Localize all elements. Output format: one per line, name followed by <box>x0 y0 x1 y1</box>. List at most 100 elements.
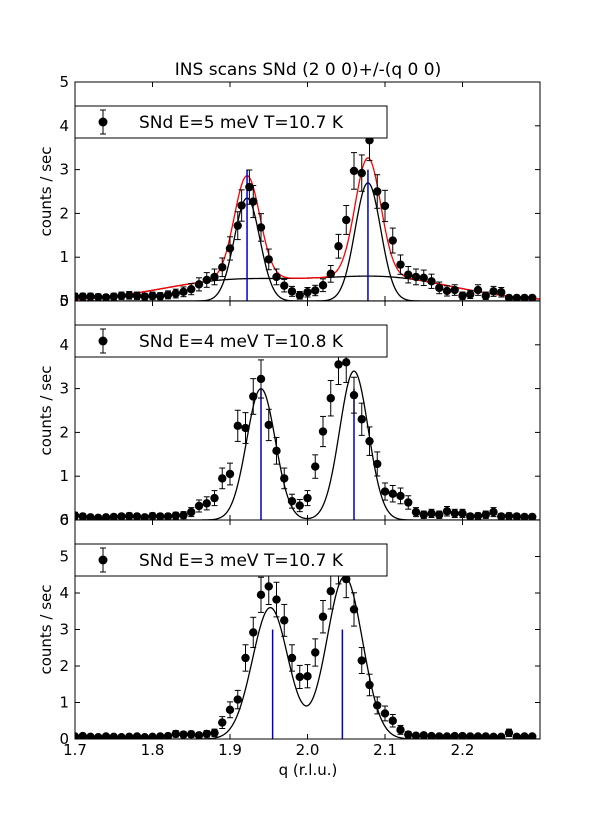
data-point <box>218 716 227 730</box>
data-point <box>249 378 258 415</box>
data-marker <box>75 511 80 520</box>
data-marker <box>466 732 475 739</box>
x-tick-label: 1.9 <box>218 741 242 759</box>
data-point <box>117 732 126 739</box>
x-axis-label: q (r.l.u.) <box>279 761 338 779</box>
data-point <box>163 290 173 300</box>
legend-label: SNd E=5 meV T=10.7 K <box>139 113 344 133</box>
data-marker <box>411 731 421 739</box>
data-marker <box>388 236 397 245</box>
data-marker <box>94 513 103 520</box>
legend-marker <box>98 555 108 565</box>
data-point <box>357 647 366 675</box>
data-point <box>218 467 227 490</box>
data-marker <box>303 493 312 503</box>
data-marker <box>311 462 320 471</box>
data-point <box>295 664 304 689</box>
data-marker <box>342 358 351 367</box>
data-point <box>287 493 297 509</box>
data-point <box>101 513 111 520</box>
x-tick-label: 2.0 <box>296 741 320 759</box>
data-point <box>171 288 180 299</box>
data-point <box>187 283 196 296</box>
data-marker <box>202 275 211 285</box>
data-marker <box>125 511 134 520</box>
y-tick-label: 5 <box>59 292 69 310</box>
data-marker <box>388 489 397 498</box>
data-point <box>179 286 188 298</box>
data-marker <box>78 292 87 301</box>
data-marker <box>125 291 134 300</box>
data-marker <box>225 469 235 479</box>
data-point <box>419 269 428 287</box>
data-point <box>295 290 304 300</box>
legend-label: SNd E=3 meV T=10.7 K <box>139 551 344 571</box>
data-marker <box>504 293 514 301</box>
data-point <box>237 189 246 222</box>
data-marker <box>473 732 483 739</box>
data-marker <box>318 281 328 290</box>
data-point <box>380 482 390 501</box>
data-marker <box>427 509 436 518</box>
data-point <box>101 293 111 301</box>
data-point <box>256 213 266 242</box>
data-point <box>156 732 165 739</box>
data-marker <box>411 272 421 282</box>
data-point <box>75 292 80 301</box>
data-point <box>202 496 211 511</box>
data-marker <box>442 286 452 296</box>
data-marker <box>388 716 397 725</box>
data-point <box>442 505 452 517</box>
data-point <box>125 732 134 739</box>
data-point <box>520 512 529 520</box>
data-point <box>241 644 250 672</box>
data-point <box>311 454 320 479</box>
data-point <box>404 730 413 739</box>
data-marker <box>117 732 126 739</box>
data-point <box>75 511 80 520</box>
data-marker <box>280 474 289 483</box>
data-point <box>473 511 483 520</box>
legend-box <box>74 543 388 577</box>
data-marker <box>218 263 227 272</box>
data-point <box>210 728 219 737</box>
data-marker <box>194 501 204 511</box>
data-marker <box>237 201 246 210</box>
data-point <box>86 732 95 739</box>
legend: SNd E=4 meV T=10.8 K <box>74 324 388 358</box>
data-marker <box>458 291 467 300</box>
data-marker <box>373 187 382 196</box>
data-marker <box>245 182 254 192</box>
data-point <box>349 592 359 627</box>
data-marker <box>318 427 328 436</box>
data-marker <box>427 731 436 739</box>
data-point <box>349 376 359 414</box>
data-marker <box>489 287 498 296</box>
data-point <box>156 291 165 301</box>
data-point <box>233 409 242 442</box>
data-marker <box>326 269 335 279</box>
data-point <box>489 507 498 518</box>
data-point <box>287 285 297 297</box>
data-point <box>396 724 405 735</box>
data-point <box>194 277 204 292</box>
x-tick-label: 1.7 <box>63 741 87 759</box>
data-point <box>365 673 374 697</box>
data-marker <box>171 511 180 520</box>
data-point <box>218 257 227 278</box>
y-tick-label: 4 <box>59 117 69 135</box>
data-point <box>442 285 452 297</box>
data-marker <box>187 284 196 294</box>
data-marker <box>272 446 281 455</box>
data-point <box>504 728 514 737</box>
data-point <box>117 291 126 300</box>
plot-area <box>75 341 540 520</box>
data-marker <box>450 731 459 739</box>
data-marker <box>86 292 95 301</box>
data-marker <box>156 291 165 301</box>
data-point <box>256 359 266 399</box>
data-marker <box>528 732 537 739</box>
peak-fit-line-1 <box>75 197 540 301</box>
data-marker <box>365 680 374 690</box>
data-marker <box>125 732 134 739</box>
